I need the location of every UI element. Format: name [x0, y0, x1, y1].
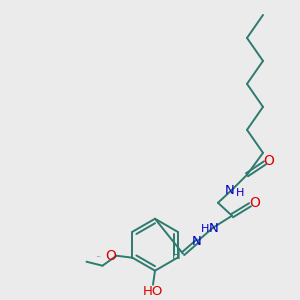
Text: N: N	[209, 222, 219, 235]
Text: O: O	[250, 196, 260, 210]
Text: O: O	[264, 154, 274, 168]
Text: HO: HO	[143, 285, 163, 298]
Text: N: N	[225, 184, 235, 197]
Text: H: H	[236, 188, 244, 198]
Text: N: N	[192, 235, 202, 248]
Text: H: H	[201, 224, 209, 234]
Text: H: H	[172, 249, 180, 262]
Text: O: O	[105, 249, 116, 263]
Text: ethoxy: ethoxy	[97, 256, 102, 257]
